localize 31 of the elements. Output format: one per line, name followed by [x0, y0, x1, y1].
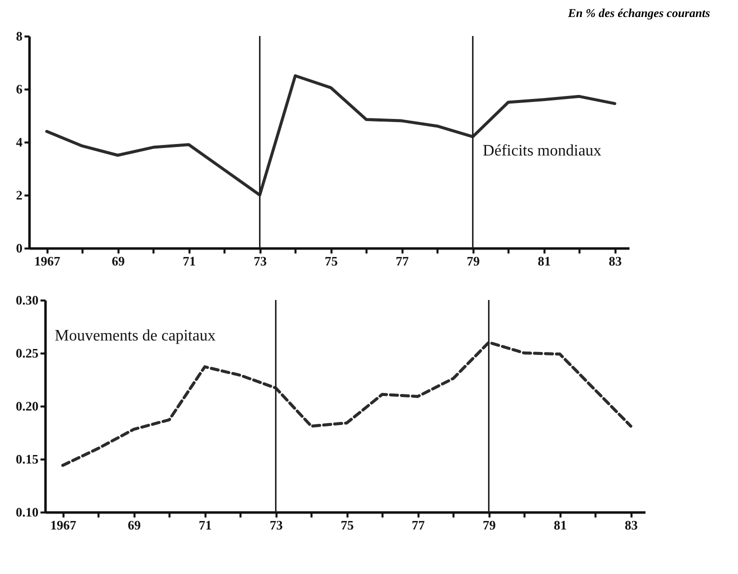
x-tick-label: 83 — [624, 518, 638, 532]
y-tick-label: 6 — [16, 82, 23, 96]
y-tick-label: 0.15 — [16, 452, 39, 466]
y-tick-label: 0.10 — [16, 504, 38, 520]
x-tick-label: 73 — [270, 518, 284, 532]
x-tick-label: 1967 — [50, 518, 77, 532]
x-tick-label: 79 — [482, 518, 496, 532]
x-tick-label: 83 — [608, 254, 622, 268]
x-tick-label: 69 — [112, 254, 126, 268]
x-tick-label: 73 — [254, 254, 268, 268]
x-tick-label: 77 — [412, 518, 426, 532]
x-tick-label: 71 — [198, 518, 212, 532]
x-tick-label: 81 — [554, 518, 567, 532]
series-label: Mouvements de capitaux — [54, 327, 216, 344]
series-label: Déficits mondiaux — [482, 142, 602, 160]
y-tick-label: 2 — [16, 188, 22, 202]
y-tick-label: 0 — [16, 240, 22, 256]
y-tick-label: 0.20 — [16, 398, 38, 414]
y-tick-label: 0.25 — [16, 346, 39, 360]
y-tick-label: 4 — [16, 134, 23, 150]
x-tick-label: 79 — [466, 254, 480, 268]
x-tick-label: 69 — [128, 518, 142, 532]
chart-title: En % des échanges courants — [566, 6, 710, 22]
x-tick-label: 1967 — [34, 254, 61, 268]
x-tick-label: 81 — [538, 254, 551, 268]
x-tick-label: 71 — [182, 254, 196, 268]
y-tick-label: 0.30 — [16, 292, 38, 308]
x-tick-label: 77 — [396, 254, 410, 268]
y-tick-label: 8 — [16, 28, 23, 44]
x-tick-label: 75 — [340, 518, 354, 532]
x-tick-label: 75 — [324, 254, 338, 268]
